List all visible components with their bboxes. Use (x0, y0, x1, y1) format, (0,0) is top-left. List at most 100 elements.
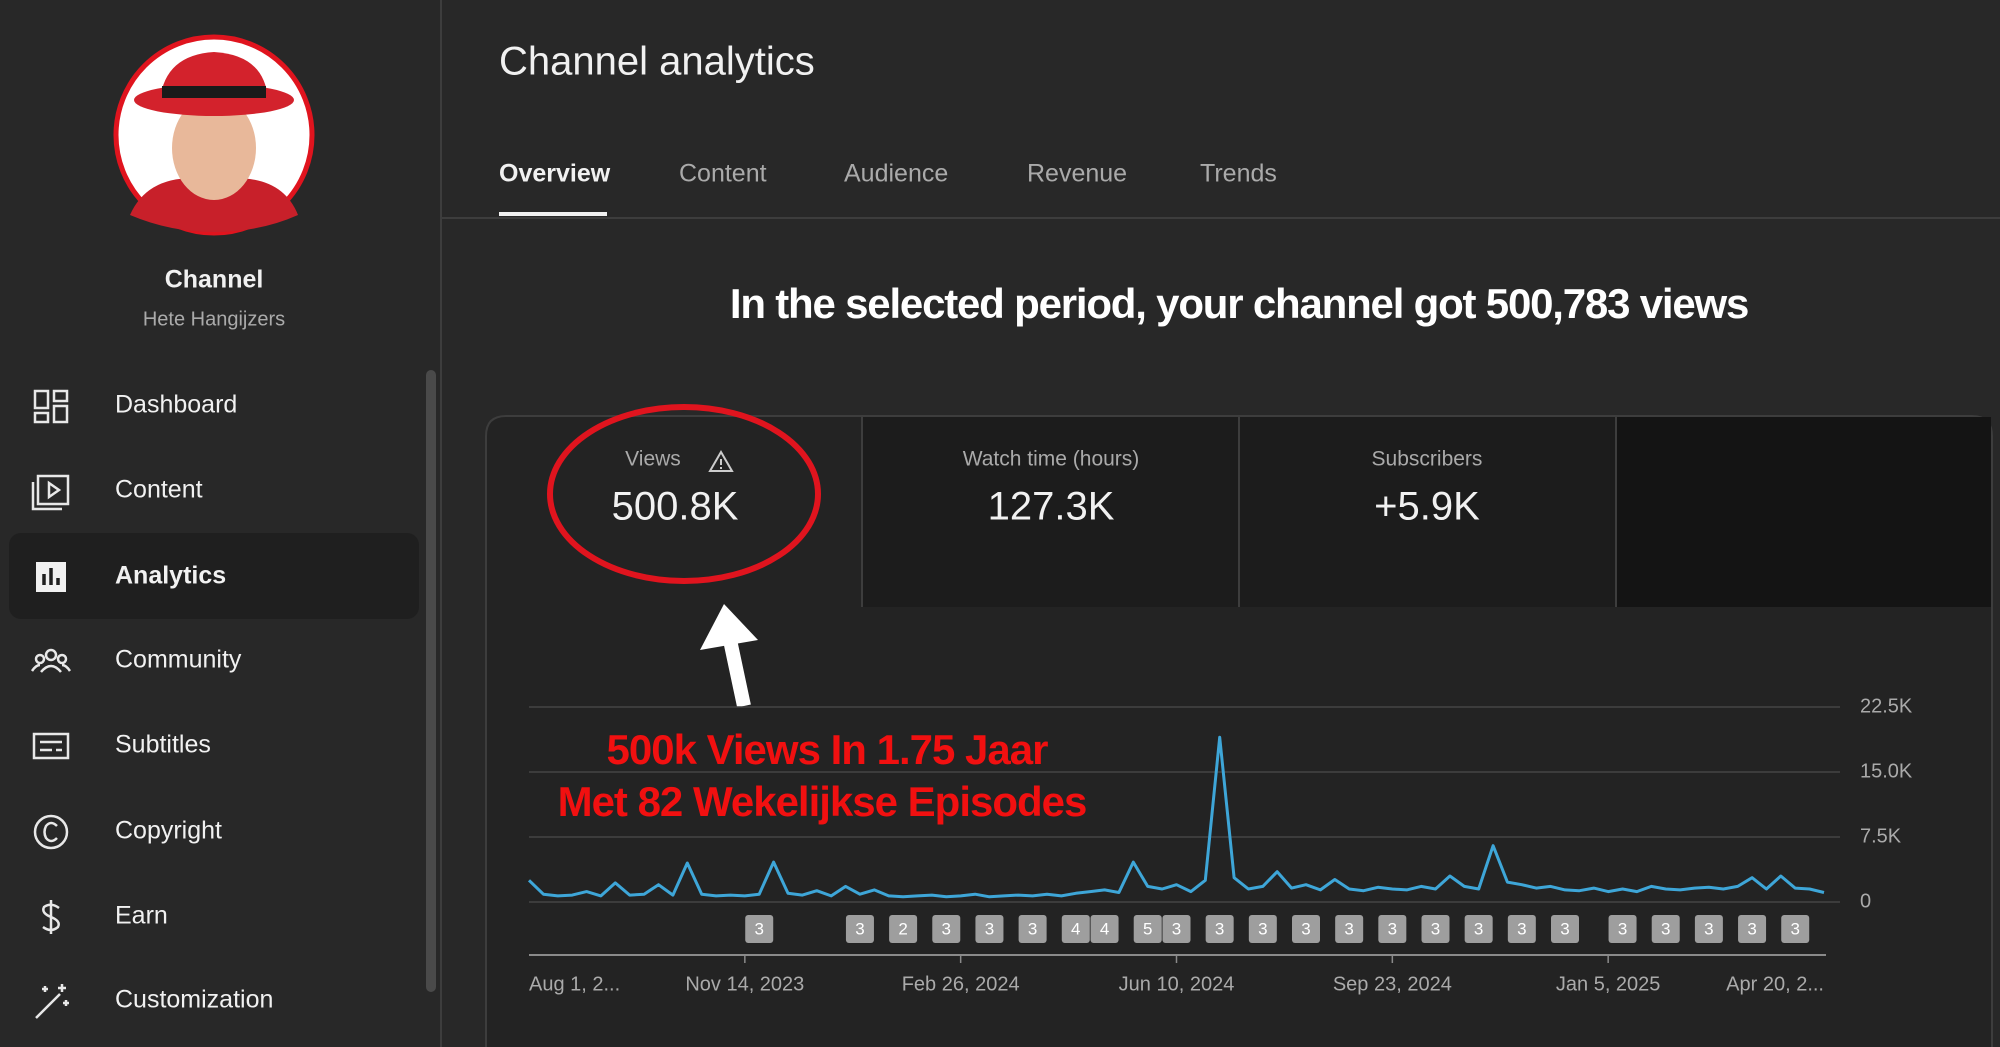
nav-item[interactable]: Customization (115, 986, 273, 1014)
video-marker-label: 3 (1301, 919, 1310, 938)
video-marker[interactable] (1061, 915, 1090, 943)
video-marker[interactable] (745, 915, 774, 943)
icon-community (30, 648, 72, 673)
video-marker[interactable] (1090, 915, 1119, 943)
video-marker-label: 3 (1517, 919, 1526, 938)
video-marker-label: 2 (898, 919, 907, 938)
video-marker[interactable] (932, 915, 961, 943)
annotation-line: 500k Views In 1.75 Jaar (607, 726, 1049, 773)
metric-value[interactable]: +5.9K (1374, 485, 1480, 529)
tab[interactable]: Revenue (1027, 160, 1127, 188)
video-marker[interactable] (1651, 915, 1680, 943)
video-marker-label: 3 (1747, 919, 1756, 938)
video-marker[interactable] (1421, 915, 1450, 943)
video-marker[interactable] (1551, 915, 1579, 943)
video-marker[interactable] (1694, 915, 1723, 943)
x-tick-label: Aug 1, 2... (529, 973, 620, 995)
x-tick-label: Sep 23, 2024 (1333, 973, 1452, 995)
video-marker-label: 3 (1790, 919, 1799, 938)
video-marker[interactable] (1781, 915, 1810, 943)
icon-copyright (33, 814, 69, 850)
highlight-ellipse (547, 404, 821, 584)
video-marker[interactable] (1464, 915, 1493, 943)
video-marker-label: 3 (1344, 919, 1353, 938)
nav-item[interactable]: Copyright (115, 817, 222, 845)
video-marker-label: 3 (754, 919, 763, 938)
icon-dashboard (33, 389, 69, 424)
video-marker-label: 3 (985, 919, 994, 938)
avatar[interactable] (113, 34, 315, 236)
video-marker[interactable] (1018, 915, 1047, 943)
video-marker-label: 3 (1661, 919, 1670, 938)
video-marker-label: 3 (1258, 919, 1267, 938)
video-marker-label: 4 (1071, 919, 1080, 938)
annotation-line: Met 82 Wekelijkse Episodes (558, 778, 1087, 825)
nav-item[interactable]: Subtitles (115, 731, 211, 759)
icon-content (31, 474, 70, 511)
video-marker[interactable] (1378, 915, 1407, 943)
arrow (700, 604, 758, 708)
channel-handle: Hete Hangijzers (143, 308, 285, 330)
nav-item[interactable]: Analytics (115, 562, 226, 590)
series-line (527, 735, 1825, 899)
x-tick-label: Nov 14, 2023 (685, 973, 804, 995)
video-marker-label: 3 (1474, 919, 1483, 938)
video-marker[interactable] (1507, 915, 1536, 943)
metric-label[interactable]: Views (625, 448, 681, 471)
x-tick-label: Apr 20, 2... (1726, 973, 1824, 995)
video-marker-label: 3 (1560, 919, 1569, 938)
metric-value[interactable]: 127.3K (988, 485, 1115, 529)
video-marker[interactable] (1608, 915, 1637, 943)
video-marker[interactable] (1205, 915, 1234, 943)
avatar-coat (130, 178, 298, 232)
scrollbar[interactable] (426, 370, 436, 992)
nav-icons (30, 389, 72, 1019)
metric-tile-hidden (1616, 417, 1991, 607)
avatar-face (172, 96, 256, 200)
video-marker-label: 3 (1618, 919, 1627, 938)
video-marker[interactable] (1738, 915, 1767, 943)
metric-value[interactable]: 500.8K (612, 485, 739, 529)
tab[interactable]: Trends (1200, 160, 1277, 188)
avatar-hat-band (162, 86, 266, 98)
metric-label[interactable]: Watch time (hours) (963, 448, 1140, 471)
nav-item[interactable]: Content (115, 476, 203, 504)
x-tick-label: Feb 26, 2024 (902, 973, 1020, 995)
headline: In the selected period, your channel got… (730, 280, 1748, 327)
video-marker[interactable] (975, 915, 1004, 943)
tab[interactable]: Audience (844, 160, 948, 188)
video-marker[interactable] (1248, 915, 1277, 943)
video-marker[interactable] (889, 915, 918, 943)
nav-active-bg (9, 533, 419, 619)
tab[interactable]: Content (679, 160, 767, 188)
tab-underline (499, 212, 607, 216)
metric-label[interactable]: Subscribers (1372, 448, 1483, 471)
nav-item[interactable]: Community (115, 646, 242, 674)
video-marker[interactable] (1133, 915, 1162, 943)
video-marker[interactable] (1162, 915, 1191, 943)
video-marker[interactable] (845, 915, 874, 943)
video-marker-label: 3 (1431, 919, 1440, 938)
video-marker-label: 5 (1143, 919, 1152, 938)
video-marker-label: 3 (942, 919, 951, 938)
x-tick-label: Jan 5, 2025 (1556, 973, 1661, 995)
video-marker-label: 3 (1388, 919, 1397, 938)
y-tick-label: 0 (1860, 890, 1871, 912)
icon-customization (35, 984, 69, 1019)
video-marker-label: 3 (1704, 919, 1713, 938)
nav-item[interactable]: Earn (115, 902, 168, 930)
video-marker-label: 3 (1215, 919, 1224, 938)
channel-name: Channel (165, 266, 264, 294)
y-tick-label: 7.5K (1860, 825, 1902, 847)
tab[interactable]: Overview (499, 160, 611, 188)
icon-earn (42, 900, 60, 934)
icon-analytics (36, 562, 66, 592)
video-marker-label: 3 (855, 919, 864, 938)
video-marker-label: 4 (1100, 919, 1109, 938)
video-marker[interactable] (1292, 915, 1320, 943)
icon-subtitles (32, 732, 70, 760)
video-marker[interactable] (1335, 915, 1364, 943)
nav-item[interactable]: Dashboard (115, 391, 237, 419)
